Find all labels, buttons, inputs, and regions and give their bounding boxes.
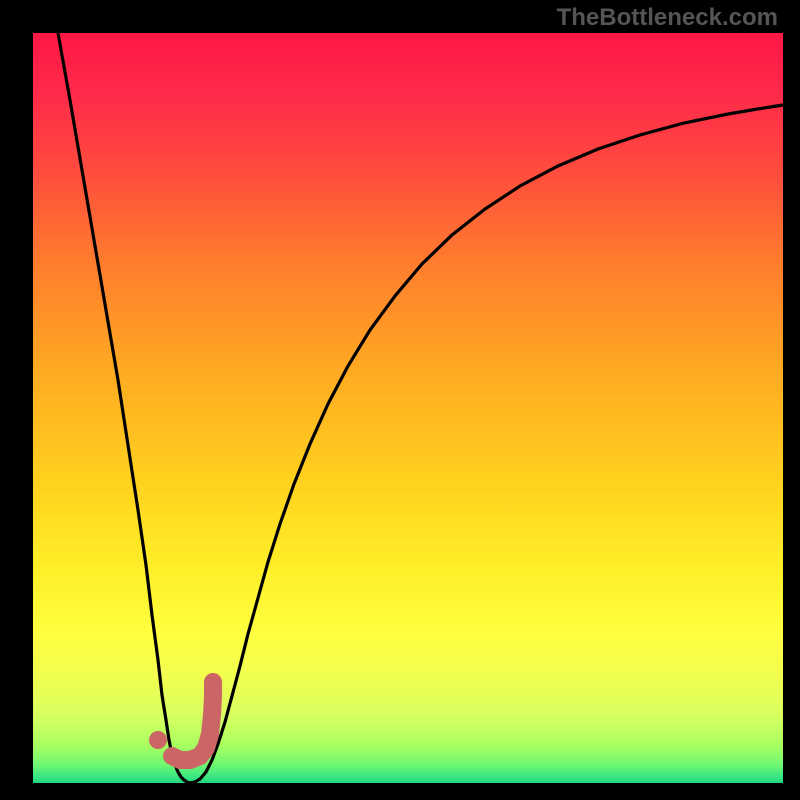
bottleneck-chart [0,0,800,800]
watermark-text: TheBottleneck.com [557,4,778,32]
plot-gradient-background [33,33,783,783]
selection-marker-dot [149,731,167,749]
chart-container: TheBottleneck.com [0,0,800,800]
